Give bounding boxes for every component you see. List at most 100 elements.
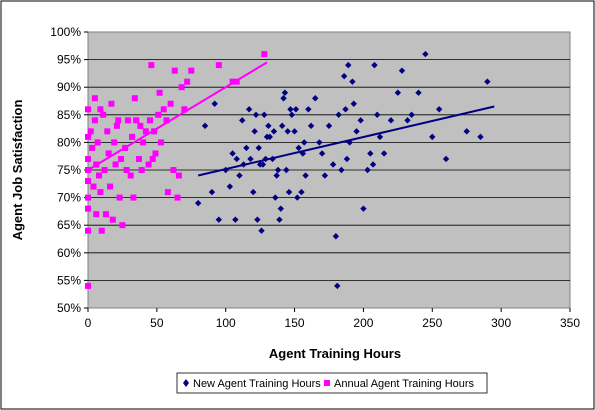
data-point-1-35 <box>119 222 126 229</box>
data-point-1-42 <box>131 95 138 102</box>
data-point-1-13 <box>91 117 98 124</box>
data-point-0-53 <box>307 122 315 130</box>
data-point-1-16 <box>94 139 101 146</box>
y-tick-label-90: 90% <box>57 80 81 94</box>
data-point-0-6 <box>226 183 234 190</box>
data-point-0-11 <box>239 117 246 124</box>
data-point-1-65 <box>175 172 182 179</box>
data-point-0-93 <box>484 78 491 85</box>
y-tick-label-70: 70% <box>57 191 81 205</box>
data-point-1-40 <box>129 133 136 140</box>
data-point-0-45 <box>292 106 300 113</box>
data-point-1-36 <box>122 144 129 151</box>
y-tick-label-60: 60% <box>57 246 81 260</box>
legend-label-annual-agent: Annual Agent Training Hours <box>334 378 475 390</box>
data-point-1-5 <box>85 194 91 201</box>
data-point-0-73 <box>360 205 367 212</box>
data-point-1-14 <box>93 161 100 168</box>
data-point-0-62 <box>335 111 342 118</box>
data-point-0-24 <box>261 111 268 118</box>
data-point-1-23 <box>102 211 109 218</box>
legend-diamond-marker <box>183 379 189 387</box>
data-point-1-0 <box>85 106 91 113</box>
data-point-0-9 <box>233 155 240 163</box>
gridlines <box>88 59 570 281</box>
data-point-1-19 <box>97 189 104 196</box>
data-point-1-17 <box>96 172 103 179</box>
data-point-0-51 <box>302 172 309 179</box>
data-point-1-68 <box>184 78 191 85</box>
data-point-0-50 <box>301 139 308 146</box>
data-point-1-57 <box>157 139 164 146</box>
data-point-0-8 <box>232 216 239 223</box>
data-point-0-13 <box>243 144 250 152</box>
data-point-1-64 <box>174 194 181 201</box>
x-tick-label-50: 50 <box>150 316 164 330</box>
data-point-0-55 <box>316 139 323 146</box>
data-point-0-80 <box>380 150 388 157</box>
x-tick-label-150: 150 <box>285 316 305 330</box>
data-point-1-3 <box>85 167 91 173</box>
trendline-series-0 <box>197 105 495 177</box>
data-point-0-22 <box>258 227 265 234</box>
data-point-0-20 <box>255 144 262 152</box>
data-point-0-5 <box>222 166 229 174</box>
data-point-0-75 <box>367 150 374 157</box>
data-point-0-60 <box>332 233 340 240</box>
data-point-1-50 <box>146 117 153 124</box>
data-point-1-47 <box>140 139 147 146</box>
data-point-1-38 <box>124 117 131 124</box>
data-point-0-83 <box>398 67 406 74</box>
data-point-1-11 <box>90 183 97 190</box>
data-point-1-2 <box>85 155 91 162</box>
data-point-0-77 <box>371 61 378 69</box>
data-point-1-30 <box>112 161 119 168</box>
data-point-0-67 <box>345 61 352 69</box>
data-point-0-10 <box>236 172 243 179</box>
legend: New Agent Training Hours Annual Agent Tr… <box>176 372 488 394</box>
data-point-1-56 <box>156 89 163 96</box>
data-point-1-45 <box>137 122 144 129</box>
data-point-1-54 <box>152 150 159 157</box>
data-point-0-71 <box>353 128 360 135</box>
data-point-1-29 <box>111 139 118 146</box>
data-point-1-69 <box>188 67 195 74</box>
data-point-1-8 <box>85 282 91 289</box>
x-tick-label-350: 350 <box>560 316 580 330</box>
data-point-1-61 <box>167 100 174 107</box>
data-point-0-78 <box>374 111 381 118</box>
data-point-0-90 <box>442 155 450 163</box>
data-point-0-34 <box>276 216 283 223</box>
data-point-0-49 <box>299 150 307 157</box>
data-point-1-32 <box>115 117 122 124</box>
data-point-0-27 <box>265 122 272 130</box>
data-point-1-59 <box>163 117 170 124</box>
y-tick-label-95: 95% <box>57 53 81 67</box>
data-point-1-24 <box>104 128 111 135</box>
data-point-1-20 <box>98 227 105 234</box>
data-point-0-79 <box>376 133 384 141</box>
data-point-1-26 <box>107 183 114 190</box>
data-point-1-66 <box>178 84 185 91</box>
data-point-0-57 <box>321 172 329 179</box>
y-tick-label-80: 80% <box>57 135 81 149</box>
data-point-0-39 <box>283 166 290 174</box>
data-point-1-44 <box>135 155 142 162</box>
data-point-1-70 <box>215 62 222 69</box>
x-tick-label-100: 100 <box>216 316 236 330</box>
y-tick-label-100: 100% <box>50 25 81 39</box>
y-tick-label-85: 85% <box>57 108 81 122</box>
data-point-0-84 <box>404 117 411 124</box>
data-point-0-30 <box>270 128 278 135</box>
data-point-0-44 <box>291 128 298 135</box>
data-point-1-7 <box>85 227 91 234</box>
data-point-0-88 <box>429 133 436 141</box>
data-point-0-18 <box>252 111 260 118</box>
y-tick-label-75: 75% <box>57 163 81 177</box>
data-point-0-56 <box>318 150 326 157</box>
x-tick-label-300: 300 <box>491 316 511 330</box>
legend-square-marker <box>324 380 330 386</box>
data-point-1-18 <box>97 106 104 113</box>
